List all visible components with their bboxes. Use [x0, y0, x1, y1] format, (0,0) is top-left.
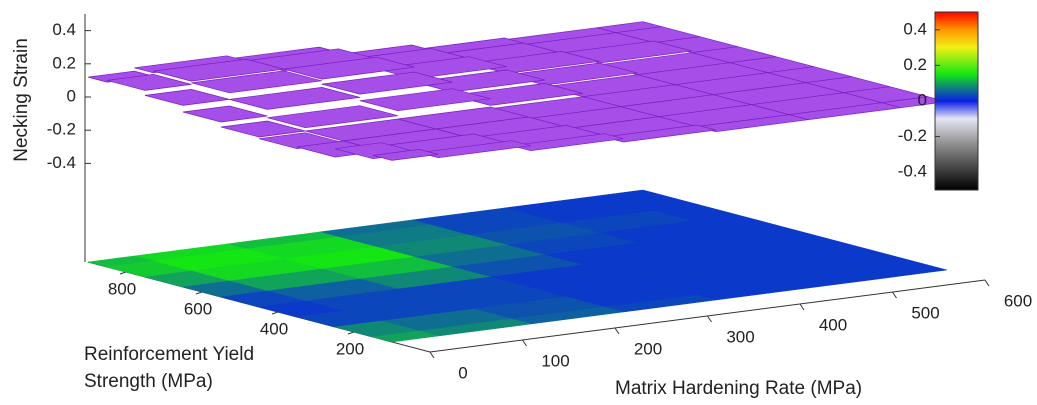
y-axis-label: Reinforcement Yield [84, 344, 254, 365]
x-axis-label: Matrix Hardening Rate (MPa) [615, 378, 862, 399]
y-tick [347, 331, 355, 335]
colorbar-tick-label: 0.2 [903, 55, 927, 74]
y-tick [271, 311, 279, 315]
x-tick [522, 339, 527, 347]
colorbar-tick-label: -0.2 [898, 126, 927, 145]
x-tick [707, 315, 712, 323]
y-tick [119, 271, 127, 275]
surface-patch [283, 56, 415, 80]
surface-patch [229, 87, 360, 110]
colorbar-tick-label: 0.4 [903, 19, 927, 38]
y-tick [195, 291, 203, 295]
y-axis-label: Strength (MPa) [84, 371, 213, 392]
surface-patch [153, 58, 284, 82]
colorbar-tick-label: 0 [918, 90, 927, 109]
x-tick [892, 291, 897, 299]
x-tick [614, 327, 620, 335]
surface-patch [267, 105, 398, 129]
x-tick-label: 0 [458, 363, 467, 382]
surface-patch [106, 74, 192, 91]
y-tick-label: 400 [260, 319, 288, 338]
z-tick-label: 0.4 [52, 20, 76, 39]
x-tick [429, 351, 435, 359]
z-axis-label: Necking Strain [11, 38, 32, 162]
x-tick-label: 300 [726, 327, 754, 346]
surface-patch [321, 71, 453, 95]
x-tick-label: 600 [1004, 291, 1032, 310]
z-tick-label: 0 [67, 86, 76, 105]
surface-patch [372, 149, 439, 161]
surface-patch [191, 70, 322, 94]
x-tick-label: 400 [819, 315, 847, 334]
x-tick-label: 200 [634, 339, 662, 358]
colorbar [934, 11, 979, 191]
heatmap-cell [372, 330, 439, 343]
surface-patch [359, 88, 491, 112]
x-tick [984, 279, 990, 287]
y-tick-label: 800 [108, 279, 136, 298]
colorbar-tick-label: -0.4 [898, 162, 927, 181]
surface-patch [144, 89, 230, 106]
x-tick-label: 500 [911, 303, 939, 322]
x-tick [799, 303, 805, 311]
x-tick-label: 100 [541, 351, 569, 370]
z-tick-label: -0.4 [47, 153, 76, 172]
surface-patch [220, 120, 306, 138]
z-tick-label: -0.2 [47, 120, 76, 139]
surface-patch [182, 105, 268, 123]
y-tick-label: 600 [184, 299, 212, 318]
y-tick-label: 200 [336, 339, 364, 358]
z-tick-label: 0.2 [52, 53, 76, 72]
